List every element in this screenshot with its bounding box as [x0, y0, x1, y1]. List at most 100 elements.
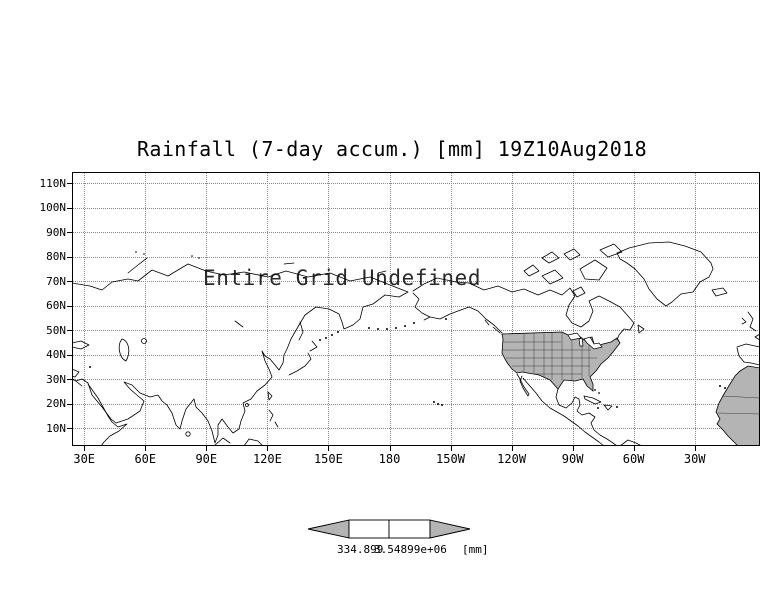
lake-michigan [578, 337, 584, 347]
colorbar-label-min: 334.899 [337, 543, 384, 556]
v-gridline [389, 172, 391, 446]
y-axis-tick [67, 305, 72, 307]
eurasia-coastline [72, 263, 409, 444]
x-axis-label: 90W [561, 452, 584, 466]
h-gridline [72, 256, 760, 258]
mexico-pacific-coastline [522, 377, 605, 446]
x-axis-tick [84, 446, 86, 451]
newfoundland-island [637, 324, 645, 334]
wrangel-island [377, 270, 387, 274]
us-shaded-region [501, 331, 621, 392]
cuba-island [583, 395, 602, 405]
africa-borders [717, 395, 760, 415]
h-gridline [72, 281, 760, 282]
baja-california-coastline [516, 373, 530, 397]
y-axis-label: 10N [46, 421, 66, 435]
v-gridline [511, 172, 513, 446]
mexico-gulf-caribbean-coastline [555, 388, 618, 446]
victoria-island [541, 269, 564, 285]
philippines-islands [268, 409, 279, 428]
haida-gwaii-island [484, 319, 490, 326]
red-sea-horn-coastline [87, 383, 128, 446]
y-axis-label: 70N [46, 274, 66, 288]
x-axis-tick [694, 446, 696, 451]
y-axis-tick [67, 183, 72, 184]
x-axis-label: 30E [73, 452, 96, 466]
v-gridline [206, 172, 208, 446]
y-axis-label: 60N [46, 299, 66, 312]
v-gridline [633, 172, 635, 446]
x-axis-label: 150E [313, 452, 343, 466]
us-state-borders [503, 332, 597, 380]
y-axis-label: 90N [46, 225, 66, 239]
y-axis-label: 80N [46, 250, 66, 263]
sumatra-island [213, 437, 231, 446]
coastlines [72, 241, 760, 446]
y-axis-tick [67, 330, 72, 331]
island-dots [89, 251, 726, 409]
novaya-zemlya [127, 257, 148, 274]
great-lakes [567, 332, 603, 350]
y-axis-label: 20N [46, 397, 66, 410]
h-gridline [72, 354, 760, 356]
japan-islands [288, 340, 318, 376]
v-gridline [450, 172, 452, 446]
x-axis-label: 150W [436, 452, 465, 466]
x-axis-tick [389, 446, 391, 451]
v-gridline [145, 172, 147, 446]
h-gridline [72, 379, 760, 380]
y-axis-label: 40N [46, 348, 66, 361]
x-axis-label: 120W [497, 452, 527, 466]
caspian-sea [118, 338, 130, 362]
h-gridline [72, 232, 760, 233]
h-gridline [72, 207, 760, 209]
x-axis-label: 180 [378, 452, 401, 466]
v-gridline [694, 172, 696, 446]
y-axis-tick [67, 428, 72, 429]
colorbar-left-arrow [307, 519, 350, 539]
y-axis-tick [67, 403, 72, 405]
x-axis-tick [572, 446, 574, 451]
southampton-island [572, 286, 586, 298]
x-axis-tick [511, 446, 513, 451]
y-axis-label: 50N [46, 323, 66, 337]
colorbar-label-max: 3.54899e+06 [374, 543, 447, 556]
y-axis-tick [67, 379, 72, 380]
v-gridline [84, 172, 86, 446]
x-axis-tick [450, 446, 452, 451]
world-map [72, 241, 760, 446]
x-axis-label: 30W [683, 452, 706, 466]
y-axis-tick [67, 354, 72, 356]
hispaniola-island [603, 404, 613, 411]
x-axis-tick [206, 446, 208, 451]
borneo-island [243, 438, 264, 446]
x-axis-tick [328, 446, 330, 451]
x-axis-label: 60E [134, 452, 157, 466]
greenland-coastline [616, 241, 714, 307]
ellesmere-island [599, 243, 623, 258]
y-axis-tick [67, 281, 72, 282]
taiwan-island [267, 391, 273, 401]
h-gridline [72, 183, 760, 184]
v-gridline [267, 172, 269, 446]
h-gridline [72, 403, 760, 405]
colorbar-unit: [mm] [462, 543, 489, 556]
mediterranean-left-edge [72, 340, 90, 387]
y-axis-label: 100N [39, 201, 67, 214]
y-axis-label: 30N [46, 372, 66, 386]
x-axis-tick [267, 446, 269, 451]
arctic-island-a [541, 251, 560, 264]
y-axis-tick [67, 207, 72, 209]
x-axis-label: 120E [252, 452, 282, 466]
colorbar [307, 519, 471, 539]
iceland-island [711, 287, 728, 297]
y-axis-tick [67, 232, 72, 233]
h-gridline [72, 330, 760, 331]
north-america-arctic-coastline [412, 277, 635, 341]
x-axis-tick [145, 446, 147, 451]
alaska-coastline [412, 292, 503, 334]
hainan-island [245, 403, 249, 407]
y-axis-tick [67, 256, 72, 258]
sri-lanka-island [185, 431, 191, 437]
